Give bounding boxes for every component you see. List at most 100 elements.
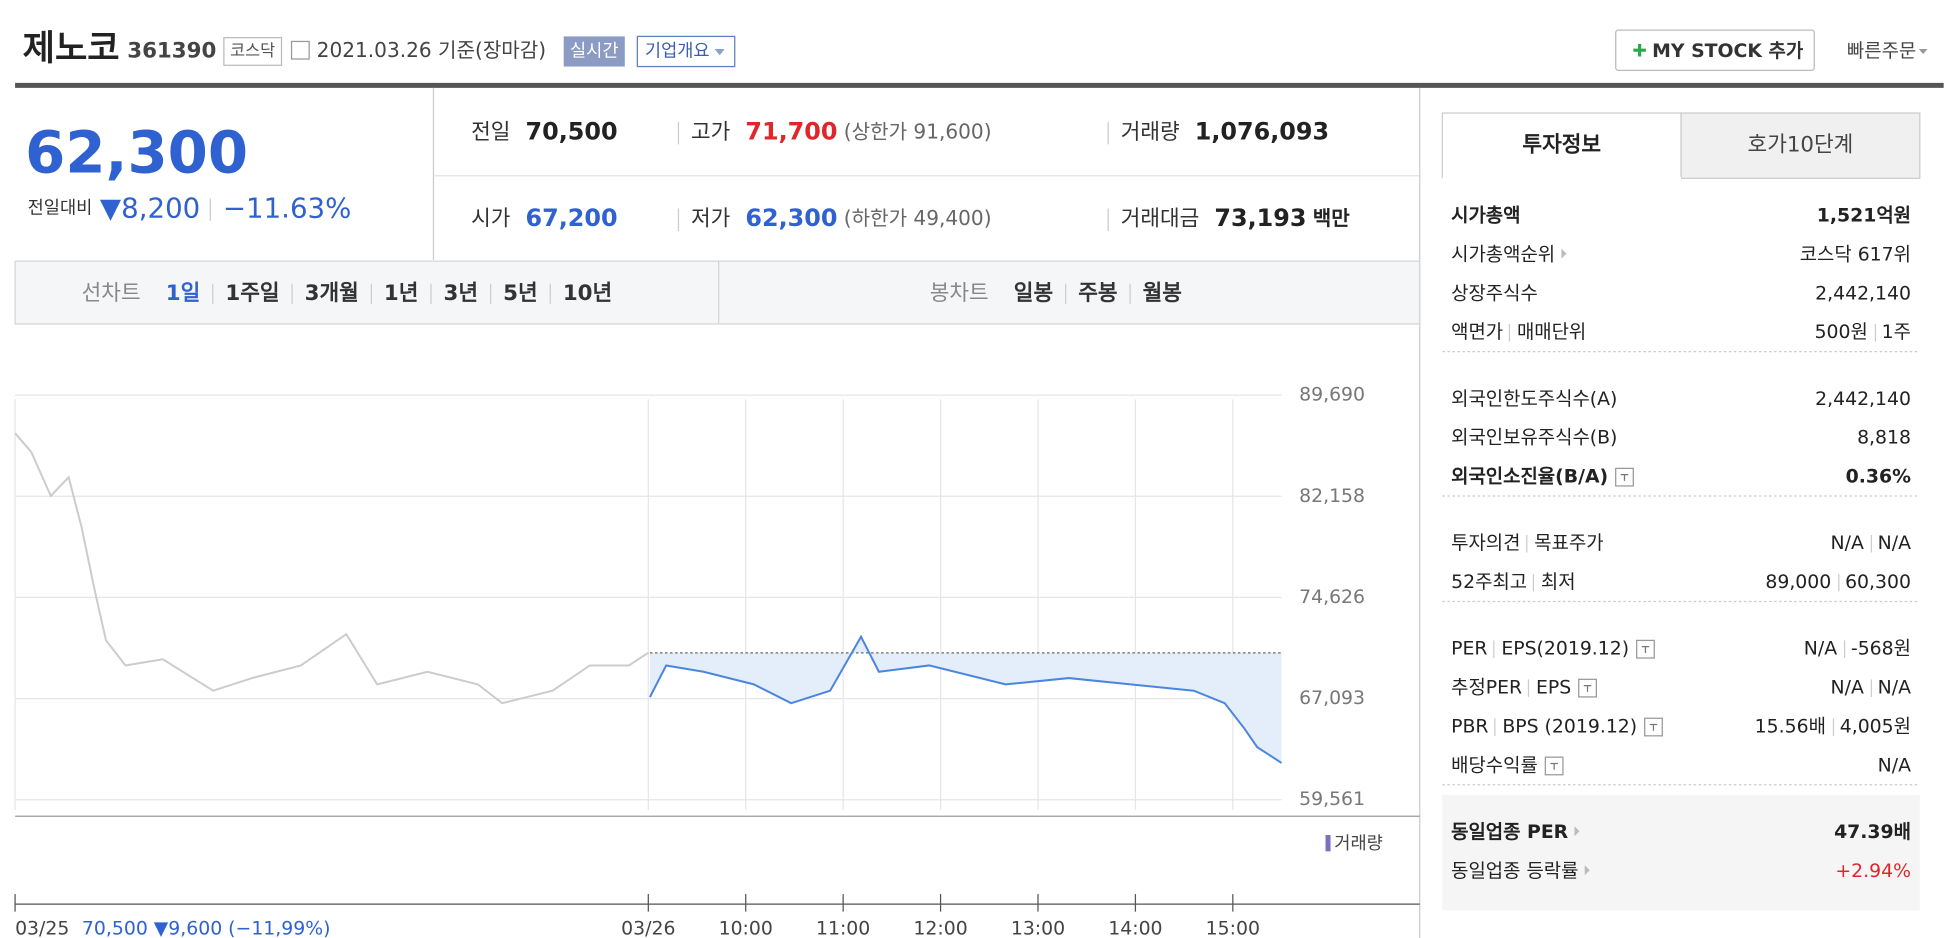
panel-tab[interactable] [1680, 112, 1921, 179]
info-label: 투자의견 [1451, 532, 1520, 554]
y-tick-label: 59,561 [1299, 789, 1365, 810]
tab-bar [14, 260, 1421, 325]
info-value: 8,818 [1857, 428, 1911, 449]
info-label: 동일업종 PER [1451, 821, 1569, 843]
chart-tab[interactable]: 월봉 [1143, 281, 1182, 306]
help-glyph [1550, 762, 1558, 770]
chart-tab[interactable]: 1년 [384, 281, 419, 306]
info-value: 89,000 [1765, 572, 1831, 593]
chart-tab[interactable]: 3년 [444, 281, 479, 306]
info-label: EPS [1536, 678, 1571, 699]
x-tick-label: 15:00 [1206, 919, 1260, 938]
info-value: N/A [1831, 533, 1864, 554]
info-label: 동일업종 등락률 [1451, 860, 1578, 882]
x-tick-label: 03/25 [15, 919, 69, 938]
x-tick-label: 03/26 [621, 919, 675, 938]
info-label: PBR [1451, 717, 1488, 738]
panel-tab-label[interactable]: 투자정보 [1522, 133, 1601, 158]
company[interactable]: 기업개요 [645, 41, 710, 61]
help-glyph [1641, 646, 1650, 653]
stock-name: 제노코 [23, 28, 120, 69]
quote-value: 67,200 [526, 204, 618, 232]
info-value: 15.56배 [1755, 716, 1826, 738]
quote-note: (상한가 91,600) [844, 120, 992, 144]
info-value: 60,300 [1845, 572, 1911, 593]
price-line [14, 432, 649, 705]
dropdown-arrow [1918, 48, 1928, 54]
quote-label: 거래대금 [1121, 207, 1200, 232]
quote-value: 62,300 [745, 204, 837, 232]
arrow-icon [1584, 865, 1590, 876]
legend-swatch [1325, 835, 1331, 852]
mystock-label[interactable]: MY STOCK 추가 [1652, 40, 1804, 62]
info-label: 시가총액 [1451, 204, 1520, 226]
market-label: 코스닥 [230, 41, 275, 60]
tab-group-label: 봉차트 [930, 281, 989, 306]
realtime-badge[interactable] [563, 36, 625, 67]
quick-order[interactable]: 빠른주문 [1847, 40, 1916, 62]
y-tick-label: 82,158 [1299, 486, 1365, 507]
y-tick-label: 67,093 [1299, 688, 1365, 709]
arrow-icon [1561, 248, 1567, 259]
panel-highlight [1442, 794, 1920, 911]
quote-label: 거래량 [1121, 120, 1180, 145]
current-price: 62,300 [25, 119, 248, 187]
info-label: 매매단위 [1517, 321, 1586, 343]
y-tick-label: 74,626 [1299, 587, 1365, 608]
price-area [649, 636, 1282, 763]
help-glyph [1583, 684, 1592, 692]
info-value: 4,005원 [1840, 716, 1911, 738]
panel-tab-label[interactable]: 호가10단계 [1748, 133, 1854, 158]
chart-tab[interactable]: 10년 [563, 281, 612, 306]
quote-label: 저가 [691, 207, 730, 232]
dropdown-arrow [714, 48, 725, 56]
quote-label: 전일 [471, 120, 510, 145]
arrow-icon [1574, 826, 1580, 837]
info-value: N/A [1878, 755, 1911, 776]
quote-value: 1,076,093 [1195, 118, 1329, 146]
x-tick-label: 10:00 [719, 919, 773, 938]
info-value: 2,442,140 [1815, 389, 1911, 410]
quote-value: 70,500 [526, 118, 618, 146]
info-value: 2,442,140 [1815, 283, 1911, 304]
info-label: 목표주가 [1534, 532, 1603, 554]
x-tick-label: 11:00 [816, 919, 870, 938]
info-label: 52주최고 [1451, 571, 1527, 593]
quote-note: (하한가 49,400) [844, 206, 992, 230]
tab-group-label: 선차트 [82, 281, 141, 306]
plus-icon [1633, 43, 1646, 57]
quote-note: 백만 [1313, 206, 1350, 230]
quote-label: 고가 [691, 120, 730, 145]
info-value: N/A [1878, 533, 1911, 554]
info-value: 500원 [1815, 321, 1868, 343]
stock-code: 361390 [127, 38, 216, 63]
info-label: 상장주식수 [1451, 282, 1538, 304]
calendar-icon [290, 40, 310, 60]
info-label: 외국인소진율(B/A) [1451, 466, 1608, 488]
chart-tab[interactable]: 1주일 [225, 281, 279, 306]
info-label: PER [1451, 639, 1487, 660]
price-line [649, 634, 1283, 764]
chart-tab[interactable]: 일봉 [1014, 281, 1053, 306]
chart-tab[interactable]: 1일 [166, 281, 201, 306]
x-tick-label: 13:00 [1011, 919, 1065, 938]
info-value: 1,521억원 [1817, 204, 1911, 226]
legend-label: 거래량 [1334, 834, 1383, 854]
info-label: 시가총액순위 [1451, 243, 1555, 265]
chart-tab[interactable]: 주봉 [1078, 281, 1117, 306]
date: 2021.03.26 기준(장마감) [317, 38, 546, 62]
info-label: 최저 [1541, 571, 1576, 593]
info-label: EPS(2019.12) [1501, 639, 1629, 660]
realtime[interactable]: 실시간 [570, 41, 619, 61]
info-value: -568원 [1851, 638, 1911, 660]
x-tick-label: 14:00 [1108, 919, 1162, 938]
info-value: 0.36% [1846, 467, 1911, 488]
info-value: N/A [1878, 678, 1911, 699]
change-label: 전일대비 [28, 198, 93, 218]
mystock-button[interactable] [1615, 29, 1815, 71]
info-label: 추정PER [1451, 677, 1522, 699]
info-value: 47.39배 [1834, 821, 1911, 843]
chart-tab[interactable]: 3개월 [305, 281, 359, 306]
chart-tab[interactable]: 5년 [503, 281, 538, 306]
